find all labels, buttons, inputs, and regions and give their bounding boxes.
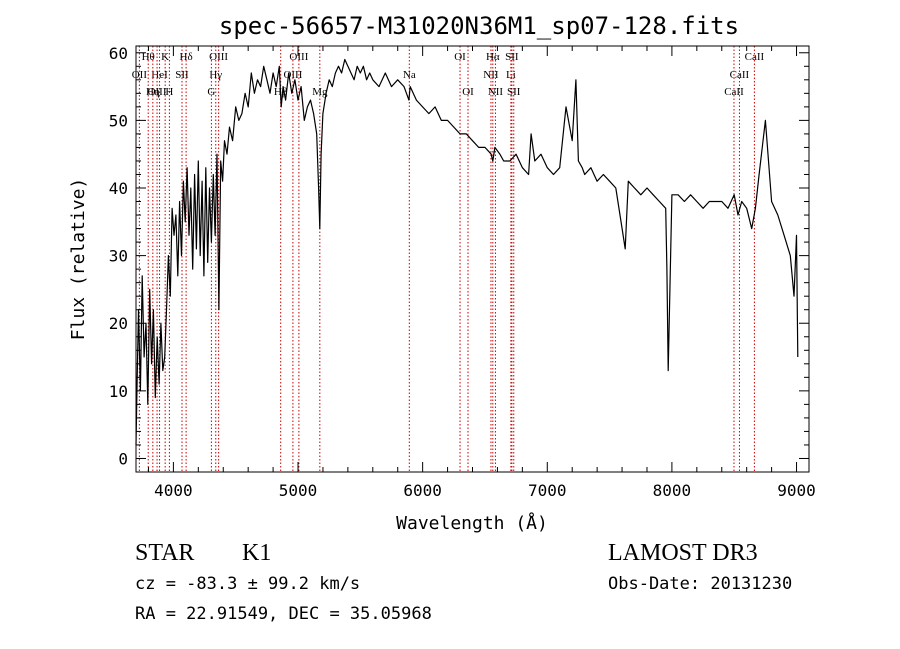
marker-label-25: NII: [488, 86, 504, 98]
coordinates-text: RA = 22.91549, DEC = 35.05968: [135, 604, 432, 624]
marker-label-14: Na: [403, 69, 416, 81]
y-tick-label-1: 10: [109, 382, 128, 401]
marker-label-1: K: [161, 51, 169, 63]
marker-label-23: Mg: [312, 86, 328, 98]
y-tick-label-6: 60: [109, 44, 128, 63]
marker-label-17: CaII: [730, 69, 750, 81]
marker-label-20: H: [165, 86, 173, 98]
chart-title: spec-56657-M31020N36M1_sp07-128.fits: [219, 12, 739, 40]
x-axis-label: Wavelength (Å): [396, 512, 548, 534]
x-tick-label-4: 8000: [653, 481, 692, 500]
y-tick-label-0: 0: [118, 449, 128, 468]
x-tick-label-1: 5000: [279, 481, 318, 500]
marker-label-3: OIII: [209, 51, 228, 63]
line-markers: Hθ K Hδ OIII OIII OI Hα SII CaII OII HeI SII Hγ OIII N…: [132, 46, 765, 472]
object-subclass: K1: [242, 540, 272, 566]
marker-label-6: Hα: [486, 51, 500, 63]
redshift-text: cz = -83.3 ± 99.2 km/s: [135, 574, 361, 594]
marker-label-4: OIII: [289, 51, 308, 63]
survey-name: LAMOST DR3: [608, 540, 758, 566]
marker-label-7: SII: [505, 51, 519, 63]
x-tick-label-3: 7000: [528, 481, 567, 500]
y-tick-label-2: 20: [109, 314, 128, 333]
axis-ticks: 4000 5000 6000 7000 8000 9000 0 10 20 30 40 50 60: [109, 44, 816, 500]
y-tick-label-3: 30: [109, 247, 128, 266]
marker-label-16: Li: [506, 69, 516, 81]
marker-label-26: SII: [507, 86, 521, 98]
x-tick-label-0: 4000: [154, 481, 193, 500]
spectrum-line: [135, 58, 799, 446]
y-tick-label-5: 50: [109, 111, 128, 130]
y-axis-label: Flux (relative): [68, 178, 89, 341]
marker-label-10: HeI: [151, 69, 168, 81]
marker-label-8: CaII: [745, 51, 765, 63]
spectrum-series: [135, 58, 799, 446]
marker-label-27: CaII: [724, 86, 744, 98]
marker-label-9: OII: [132, 69, 148, 81]
marker-label-19: Hη: [146, 86, 160, 98]
marker-label-11: SII: [175, 69, 189, 81]
marker-label-15: NII: [483, 69, 499, 81]
x-tick-label-5: 9000: [777, 481, 816, 500]
object-class: STAR: [135, 540, 195, 566]
marker-label-5: OI: [454, 51, 466, 63]
marker-label-0: Hθ: [142, 51, 155, 63]
marker-label-12: Hγ: [209, 69, 222, 81]
marker-label-13: OIII: [283, 69, 302, 81]
obs-date-text: Obs-Date: 20131230: [608, 574, 793, 594]
y-tick-label-4: 40: [109, 179, 128, 198]
x-tick-label-2: 6000: [403, 481, 442, 500]
marker-label-21: G: [207, 86, 215, 98]
marker-label-2: Hδ: [180, 51, 193, 63]
marker-label-24: OI: [462, 86, 474, 98]
